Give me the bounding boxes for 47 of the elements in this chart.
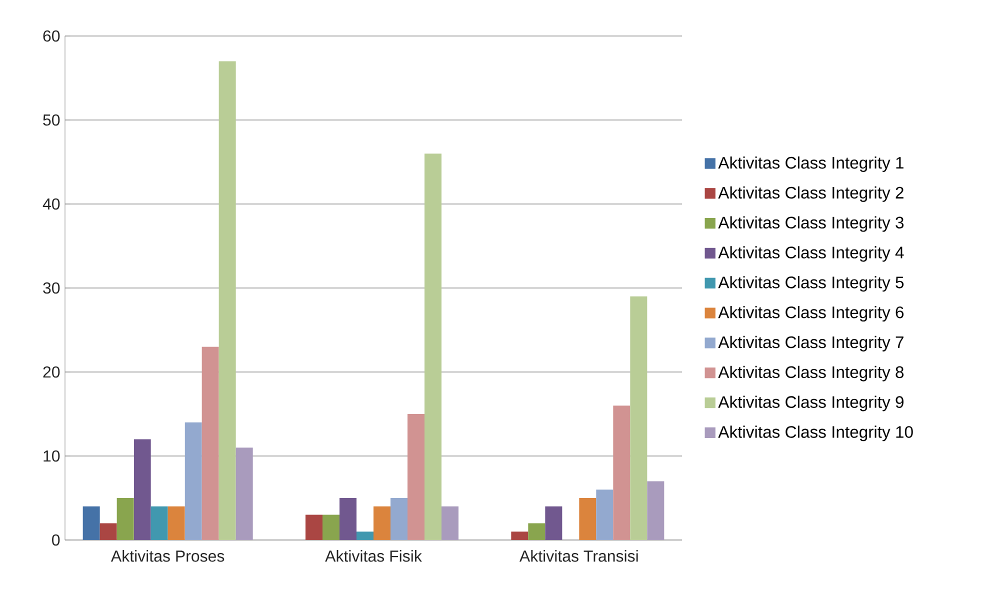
bar <box>442 506 459 540</box>
bar <box>150 506 168 540</box>
y-tick-label: 20 <box>43 366 60 378</box>
y-tick-label: 10 <box>44 450 60 462</box>
y-tick-label: 50 <box>43 114 60 126</box>
bar <box>340 498 357 540</box>
bar <box>236 448 253 540</box>
bar <box>306 514 322 540</box>
y-tick-label: 30 <box>43 282 60 294</box>
bar <box>511 532 528 540</box>
y-tick-label: 60 <box>43 30 60 42</box>
legend-label: Aktivitas Class Integrity 9 <box>718 396 904 412</box>
legend-label: Aktivitas Class Integrity 6 <box>718 306 904 322</box>
y-tick-label: 40 <box>42 198 60 210</box>
bar <box>134 439 151 540</box>
legend-label: Aktivitas Class Integrity 2 <box>718 186 904 202</box>
bar <box>545 506 562 540</box>
bar <box>424 154 442 540</box>
bar <box>390 498 408 540</box>
bar <box>579 498 596 540</box>
bar <box>82 506 100 540</box>
x-tick-label: Aktivitas Fisik <box>325 550 422 562</box>
legend-label: Aktivitas Class Integrity 3 <box>718 216 904 232</box>
legend-label: Aktivitas Class Integrity 10 <box>718 426 913 442</box>
legend-label: Aktivitas Class Integrity 7 <box>718 336 904 352</box>
bar <box>356 532 374 540</box>
bar <box>168 506 185 540</box>
bar <box>596 490 614 540</box>
x-tick-label: Aktivitas Proses <box>110 550 224 562</box>
x-tick-label: Aktivitas Transisi <box>519 550 638 562</box>
bar <box>116 498 134 540</box>
bar <box>630 296 648 540</box>
legend-label: Aktivitas Class Integrity 4 <box>718 246 904 262</box>
legend-label: Aktivitas Class Integrity 5 <box>718 276 904 292</box>
bar <box>322 514 340 540</box>
bar <box>528 523 546 540</box>
bar <box>218 61 236 540</box>
bar <box>100 523 117 540</box>
legend-label: Aktivitas Class Integrity 8 <box>718 366 904 382</box>
bar <box>374 506 391 540</box>
bar <box>184 422 202 540</box>
bar <box>613 406 630 540</box>
bar <box>408 414 424 540</box>
legend-label: Aktivitas Class Integrity 1 <box>718 156 904 172</box>
bar <box>647 481 664 540</box>
y-tick-label: 0 <box>52 534 60 546</box>
bar <box>202 346 219 540</box>
